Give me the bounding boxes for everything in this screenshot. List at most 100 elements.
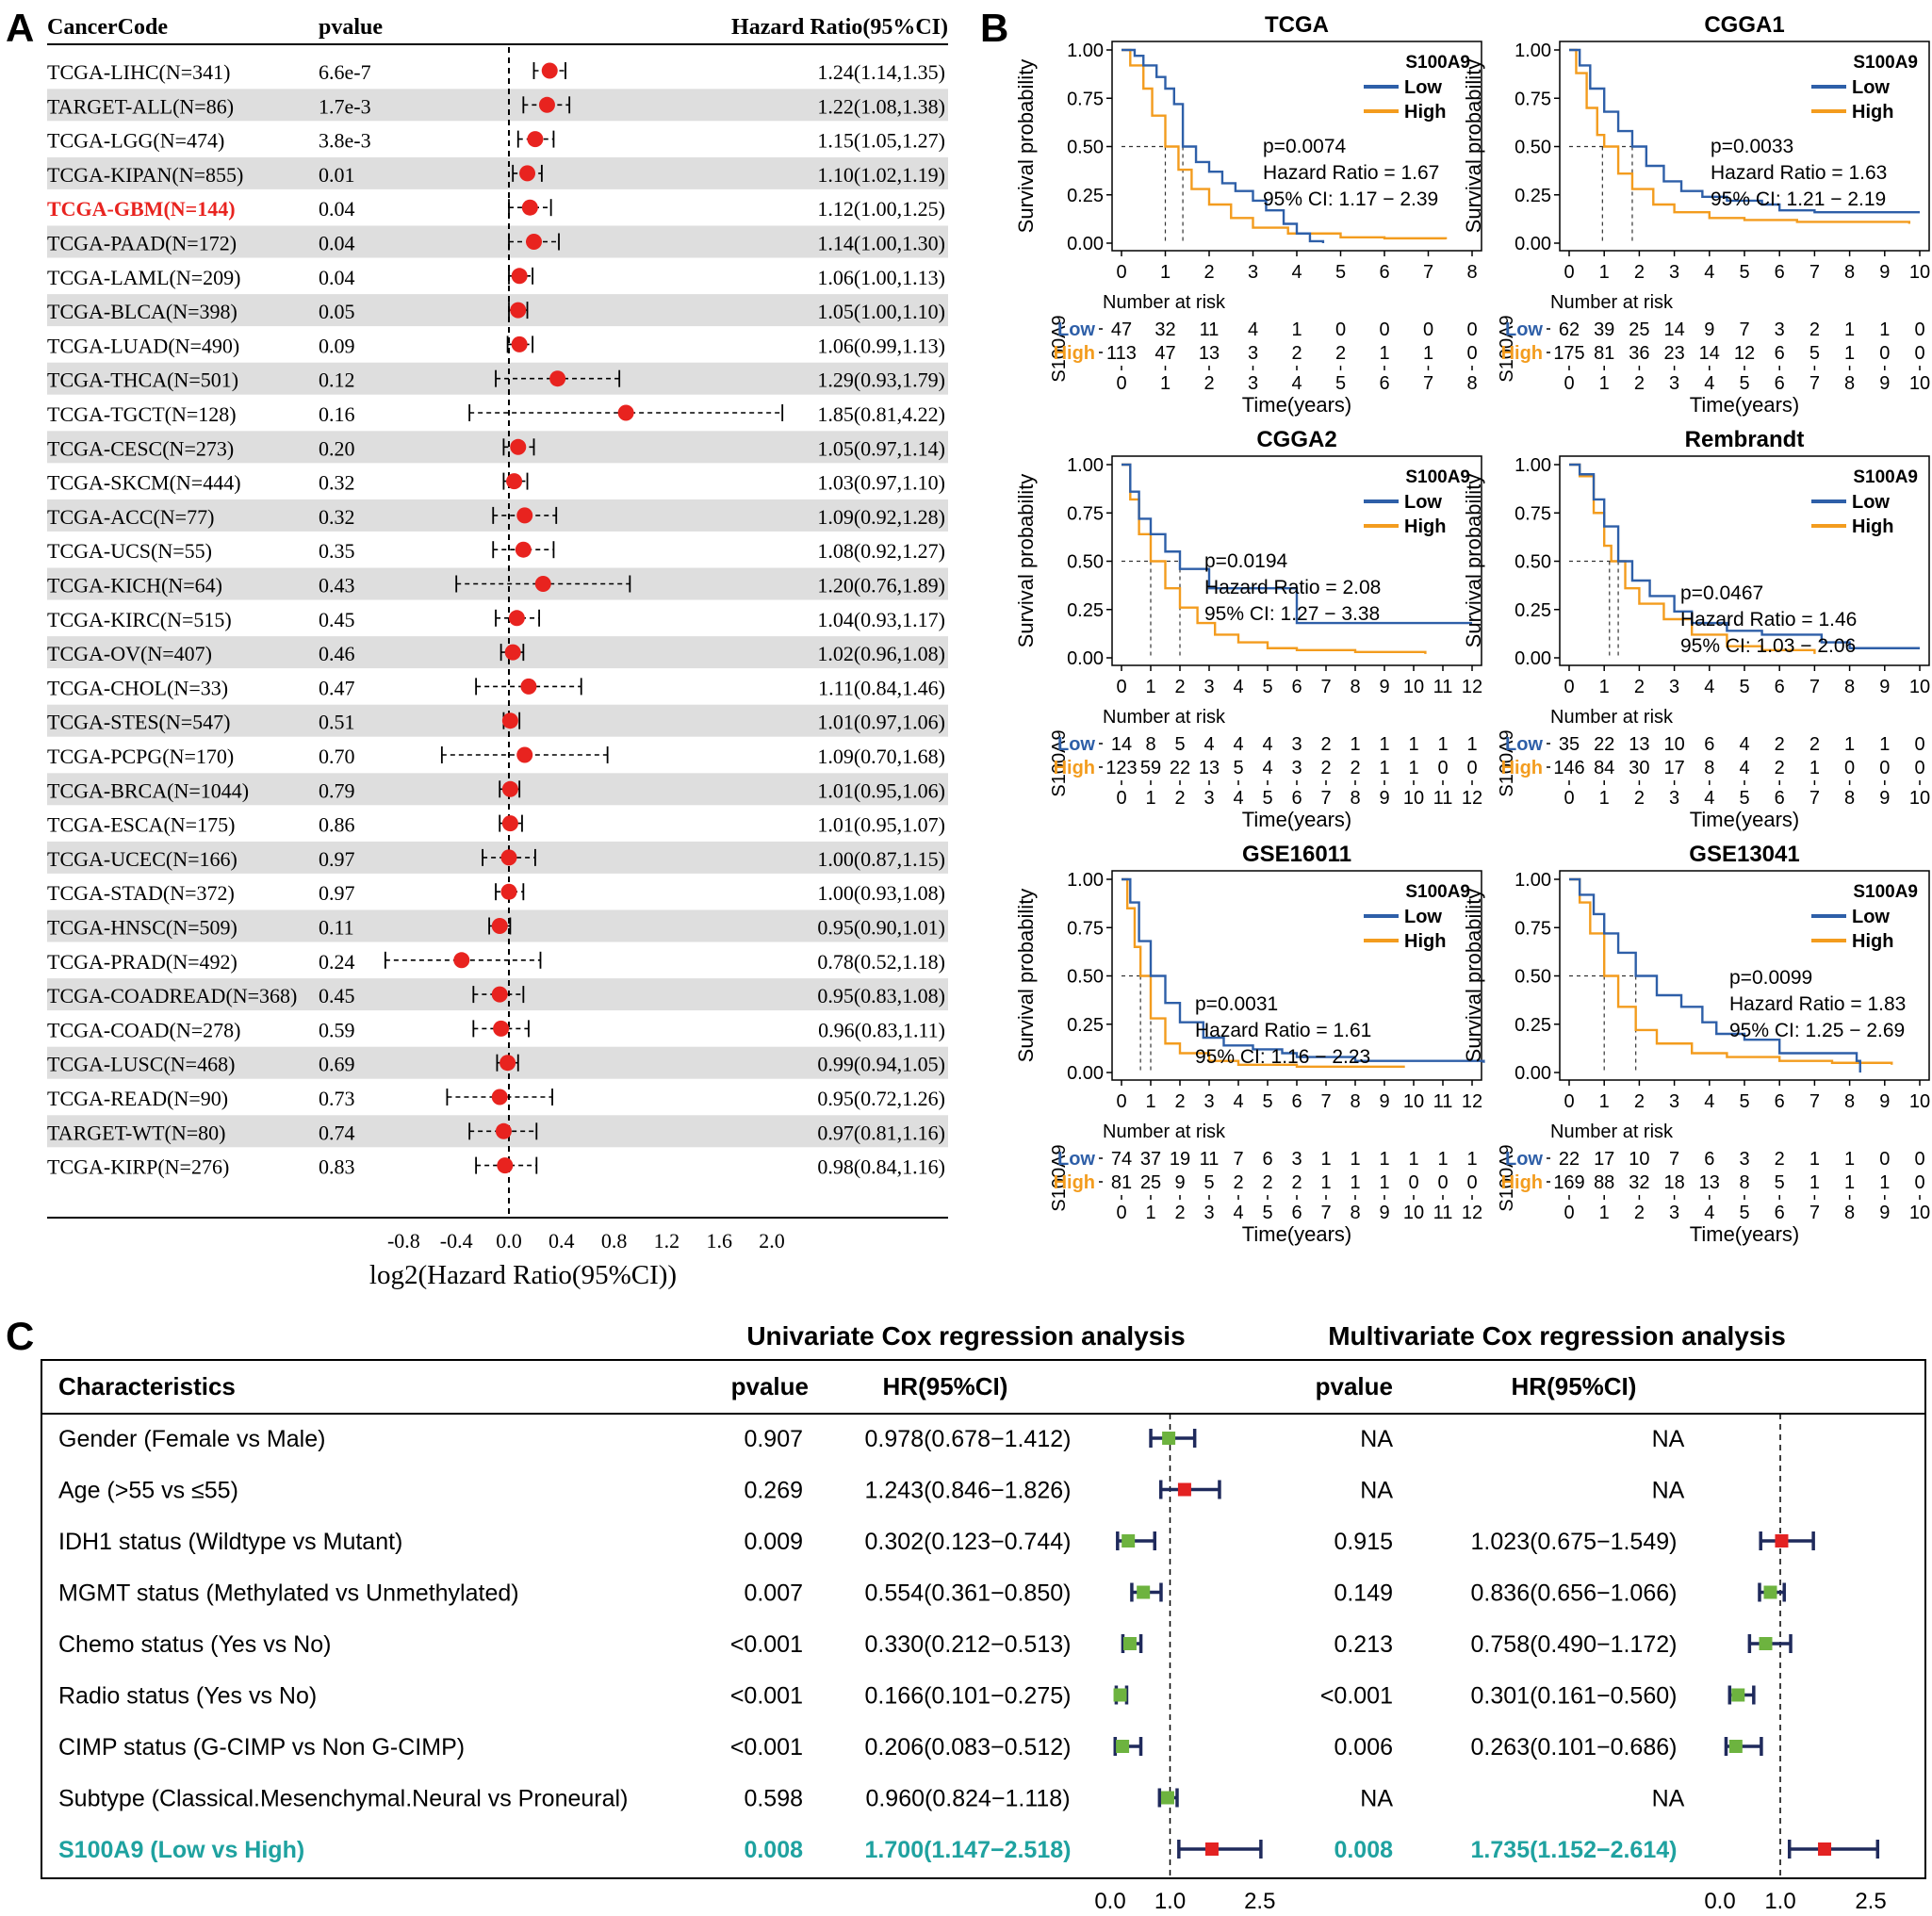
uni-hr-text: 0.330(0.212−0.513) [865,1631,1072,1658]
estimate-point [508,610,525,627]
x-tick-label: 0 [1564,1091,1574,1112]
estimate-point [500,883,517,900]
uni-x-tick-label: 0.0 [1094,1889,1125,1914]
risk-count-low: 19 [1170,1149,1190,1170]
panel-label-a: A [6,6,34,50]
hazard-ratio-text: 1.04(0.93,1.17) [817,608,945,631]
risk-count-high: 1 [1320,1172,1331,1193]
p-value: 0.86 [319,813,355,837]
estimate-point [491,986,508,1003]
header-cancer-code: CancerCode [47,15,168,40]
risk-count-low: 7 [1233,1149,1243,1170]
hazard-ratio-text: 1.05(0.97,1.14) [817,436,945,460]
x-tick-label: 1 [1599,1091,1610,1112]
row-bands [47,89,948,1148]
p-value: 6.6e-7 [319,60,371,84]
risk-x-tick-label: 0 [1116,373,1126,394]
survival-curve-low [1569,877,1861,1073]
hazard-ratio-text: 1.24(1.14,1.35) [817,60,945,84]
risk-count-high: 2 [1291,1172,1302,1193]
cancer-code: TCGA-ESCA(N=175) [47,813,235,837]
y-axis-label: Survival probability [1014,889,1038,1063]
risk-count-high: 5 [1203,1172,1214,1193]
risk-count-low: 1 [1879,734,1890,755]
x-tick-label: 12 [1462,1091,1482,1112]
forest-rows: TCGA-LIHC(N=341) 6.6e-7 1.24(1.14,1.35) TAR… [47,60,945,1179]
x-tick-label: 5 [1739,262,1749,283]
risk-count-high: 8 [1739,1172,1749,1193]
y-tick-label: 0.75 [1067,503,1104,524]
x-tick-label: 4 [1233,677,1243,697]
risk-x-tick-label: 7 [1809,1203,1820,1223]
survival-curve-low [1122,877,1485,1063]
multi-pvalue: 0.008 [1334,1837,1393,1863]
risk-count-high: 9 [1174,1172,1185,1193]
row-band [47,704,948,737]
survival-curve-high [1569,48,1911,224]
uni-hr-text: 0.206(0.083−0.512) [865,1734,1072,1760]
multi-pvalue: 0.213 [1334,1631,1393,1658]
risk-strata-label: S100A9 [1049,729,1070,796]
uni-pvalue: 0.907 [744,1426,803,1452]
risk-count-high: 23 [1663,343,1684,364]
legend-title: S100A9 [1853,53,1918,73]
y-tick-label: 0.25 [1067,600,1104,621]
x-tick-label: 0 [1116,677,1126,697]
x-tick-label: 11 [1433,677,1453,697]
risk-row-label-low: Low [1505,1149,1543,1170]
risk-count-low: 2 [1775,1149,1785,1170]
estimate-box [1818,1842,1832,1856]
estimate-point [534,576,551,592]
survival-curve-high [1122,48,1448,240]
cancer-code: TCGA-LGG(N=474) [47,129,224,153]
survival-curve-high [1122,463,1427,654]
multi-pvalue: 0.006 [1334,1734,1393,1760]
risk-row-label-high: High [1054,343,1095,364]
hazard-ratio-text: 1.00(0.87,1.15) [817,847,945,871]
legend-title: S100A9 [1853,467,1918,487]
cancer-code: TCGA-CHOL(N=33) [47,676,228,699]
risk-count-low: 0 [1423,319,1433,340]
risk-x-tick-label: 4 [1704,788,1714,809]
hazard-ratio-text: 0.97(0.81,1.16) [817,1121,945,1144]
risk-x-tick-label: 6 [1291,1203,1302,1223]
ci-text: 95% CI: 1.16 − 2.23 [1195,1046,1370,1068]
row-band [47,156,948,189]
risk-x-tick-label: 8 [1844,373,1855,394]
x-tick-label: 0 [1564,262,1574,283]
col-uni-hr: HR(95%CI) [883,1372,1008,1400]
panel-label-c: C [6,1314,34,1358]
estimate-point [516,507,533,524]
cancer-code: TARGET-ALL(N=86) [47,94,234,118]
y-tick-label: 0.50 [1067,138,1104,158]
x-axis-label: Time(years) [1690,393,1800,417]
risk-x-tick-label: 5 [1739,788,1749,809]
p-value: 3.8e-3 [319,129,371,153]
y-tick-label: 0.50 [1514,967,1551,988]
risk-count-low: 1 [1879,319,1890,340]
risk-x-tick-label: 4 [1291,373,1302,394]
x-tick-label: 5 [1739,677,1749,697]
multi-hr-text: 1.735(1.152−2.614) [1471,1837,1678,1863]
hazard-ratio-text: 1.14(1.00,1.30) [817,232,945,255]
risk-x-tick-label: 5 [1262,1203,1272,1223]
row-band [47,841,948,874]
estimate-point [506,473,523,490]
p-value: 0.43 [319,574,355,598]
risk-count-high: 59 [1140,758,1161,778]
cancer-code: TCGA-STAD(N=372) [47,881,235,905]
cancer-code: TCGA-PRAD(N=492) [47,950,237,974]
plot-title: Rembrandt [1685,427,1805,452]
hazard-ratio-text: 1.10(1.02,1.19) [817,163,945,187]
x-tick-label: 5 [1262,677,1272,697]
legend-title: S100A9 [1405,882,1470,902]
risk-x-tick-label: 7 [1809,788,1820,809]
risk-count-low: 62 [1559,319,1580,340]
cancer-code: TCGA-SKCM(N=444) [47,471,241,495]
cox-row: Chemo status (Yes vs No) <0.001 0.330(0.21… [58,1631,1793,1658]
risk-count-high: 4 [1262,758,1272,778]
risk-count-high: 2 [1335,343,1346,364]
x-tick-label: 8 [1844,262,1855,283]
x-tick-label: 3 [1203,1091,1214,1112]
hazard-ratio-text: 1.08(0.92,1.27) [817,539,945,563]
